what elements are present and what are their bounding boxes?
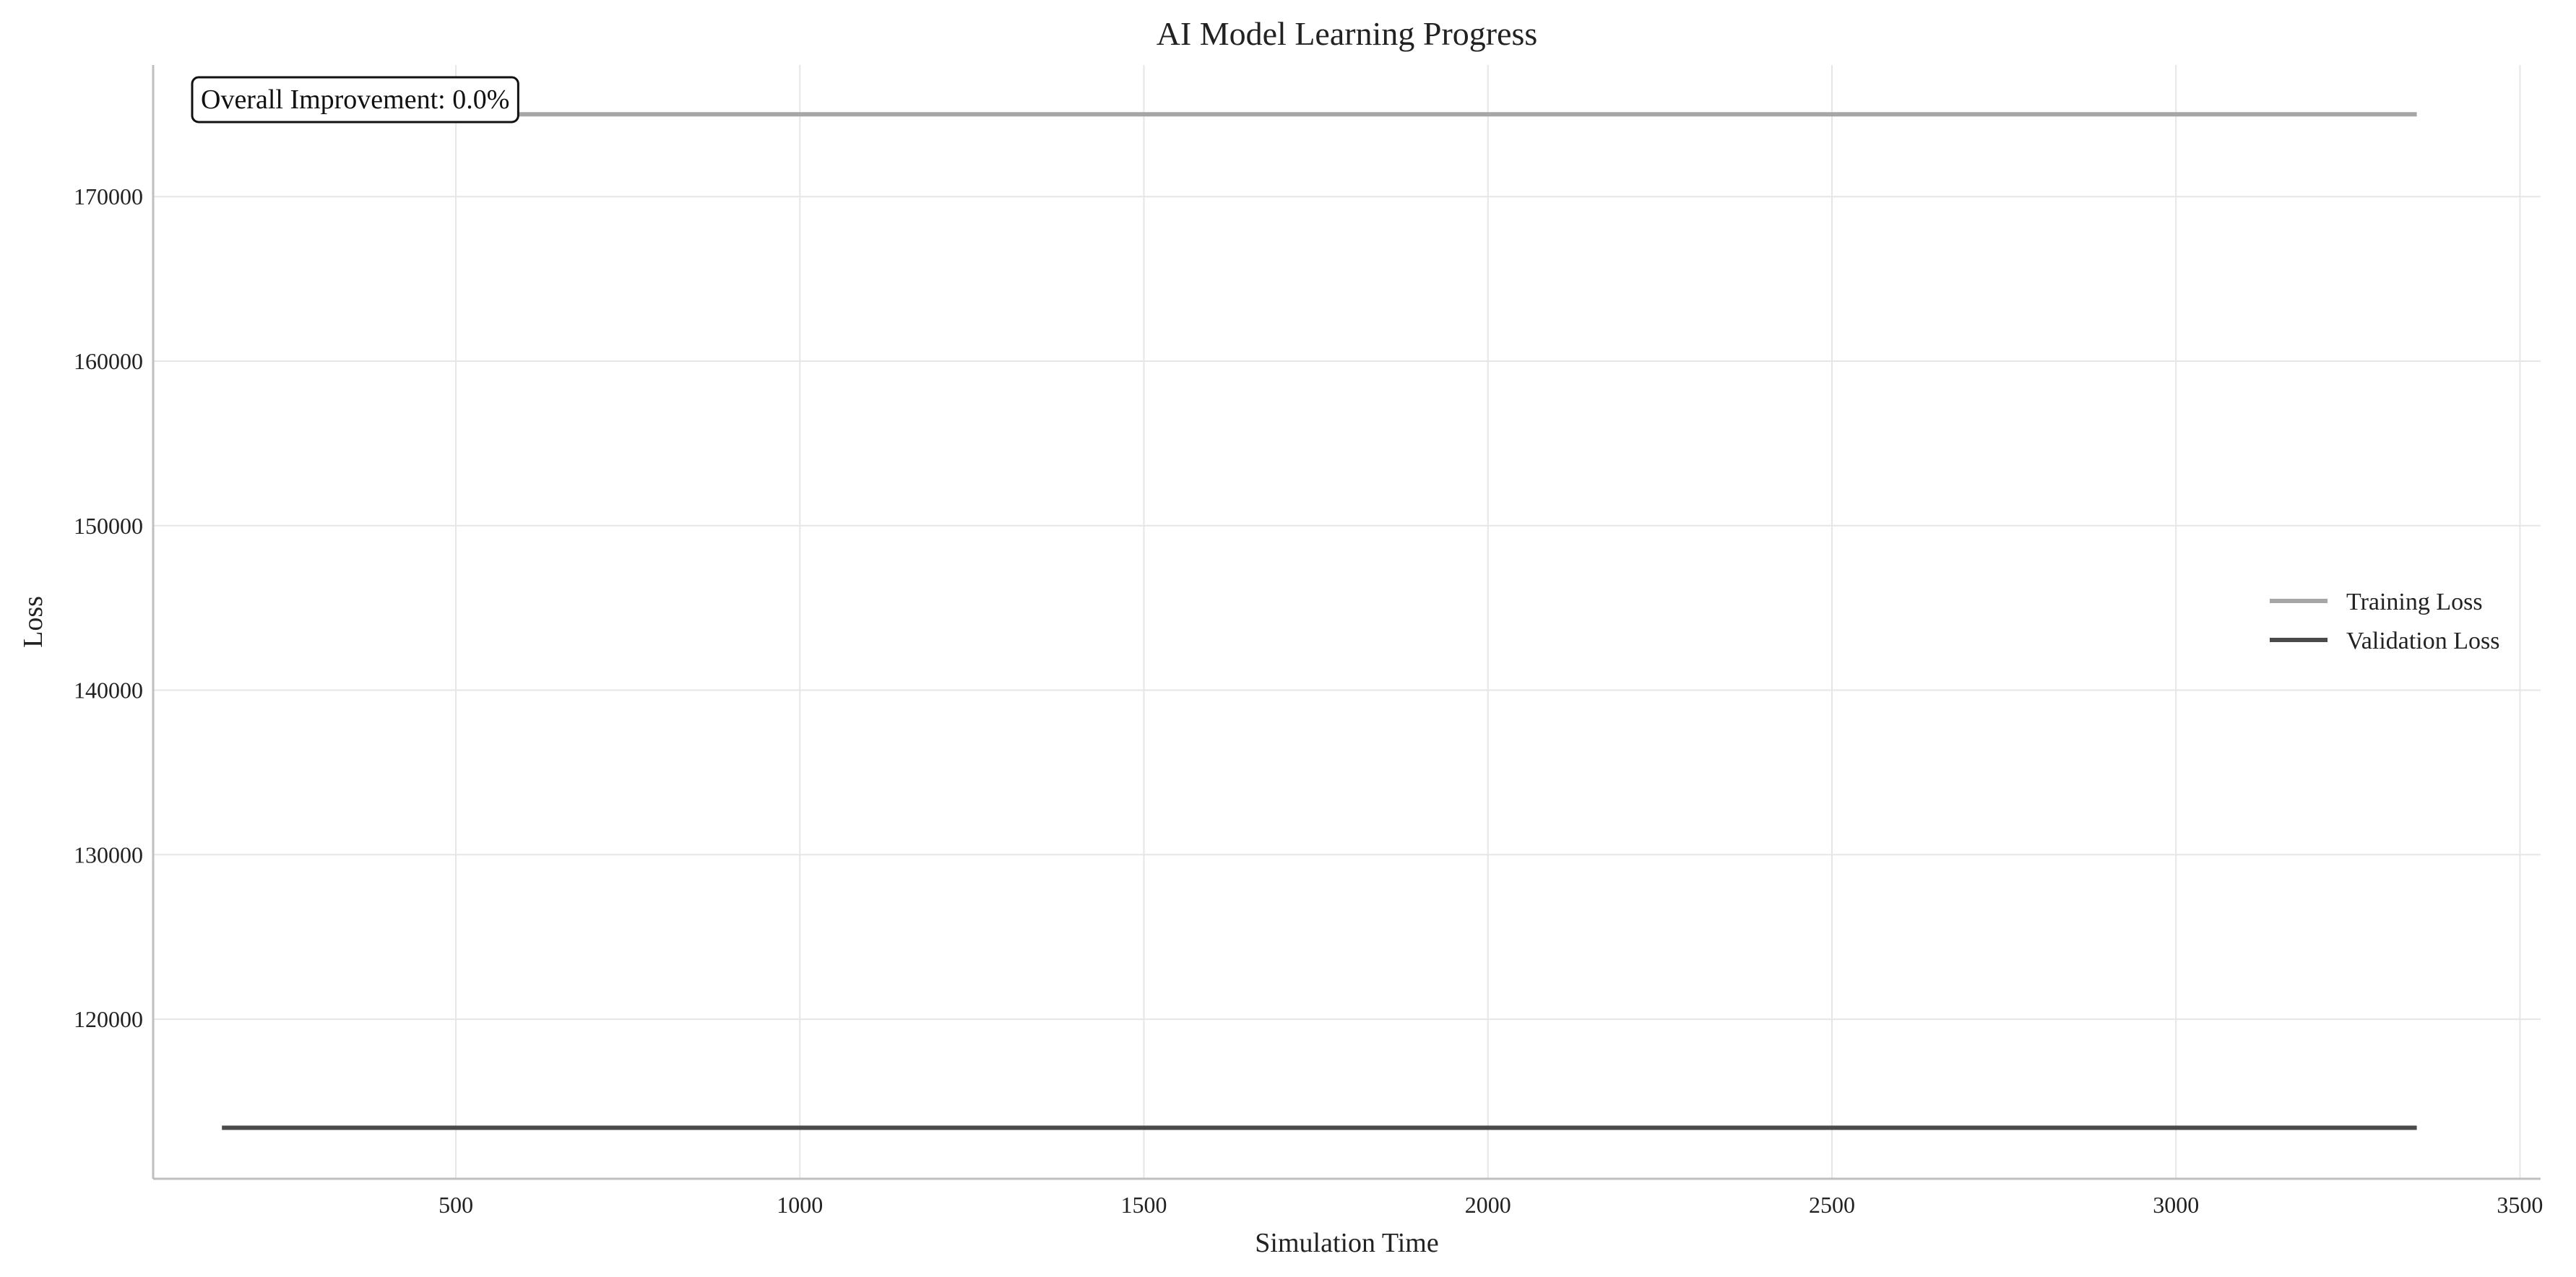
y-tick-label: 130000 xyxy=(74,841,143,867)
tick-labels: 500 1000 1500 2000 2500 3000 3500 120000 130000 1… xyxy=(74,183,2543,1218)
series-group xyxy=(222,112,2417,1130)
x-tick-label: 2000 xyxy=(1465,1192,1511,1218)
chart-title: AI Model Learning Progress xyxy=(1157,15,1538,52)
x-axis-label: Simulation Time xyxy=(1255,1228,1438,1258)
x-tick-label: 500 xyxy=(438,1192,473,1218)
legend: Training Loss Validation Loss xyxy=(2270,589,2499,654)
y-tick-label: 160000 xyxy=(74,348,143,374)
annotation-box xyxy=(191,76,519,124)
annotation-text: Overall Improvement: 0.0% xyxy=(201,85,509,115)
legend-label-validation-loss: Validation Loss xyxy=(2346,628,2499,654)
x-tick-label: 1000 xyxy=(777,1192,823,1218)
legend-label-training-loss: Training Loss xyxy=(2346,589,2483,615)
x-tick-label: 2500 xyxy=(1809,1192,1855,1218)
grid xyxy=(153,65,2541,1179)
y-tick-label: 150000 xyxy=(74,513,143,539)
axes xyxy=(152,65,2541,1180)
x-tick-label: 3000 xyxy=(2153,1192,2199,1218)
x-tick-label: 1500 xyxy=(1121,1192,1167,1218)
y-tick-label: 140000 xyxy=(74,678,143,704)
y-tick-label: 170000 xyxy=(74,183,143,209)
x-tick-label: 3500 xyxy=(2497,1192,2543,1218)
y-tick-label: 120000 xyxy=(74,1006,143,1032)
improvement-annotation: Overall Improvement: 0.0% xyxy=(191,76,519,124)
y-axis-label: Loss xyxy=(18,596,48,648)
